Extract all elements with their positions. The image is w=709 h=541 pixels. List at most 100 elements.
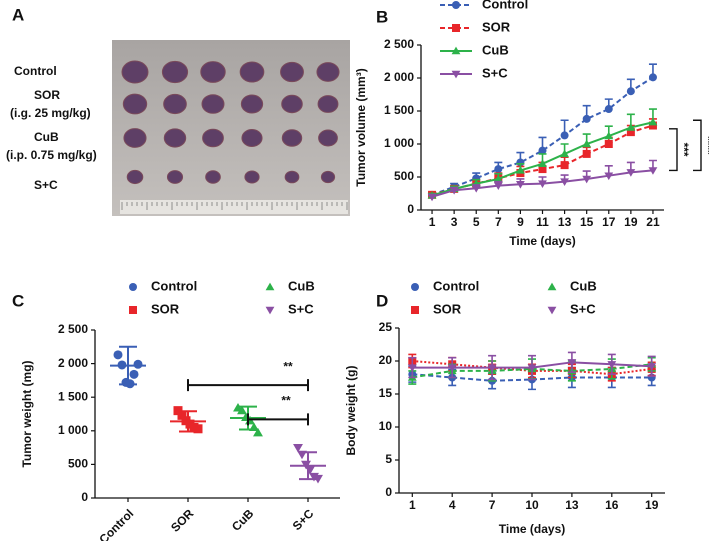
marker xyxy=(527,364,537,372)
marker xyxy=(493,182,503,190)
panel-label: B xyxy=(376,7,388,26)
marker xyxy=(407,364,417,372)
marker xyxy=(626,128,635,137)
marker xyxy=(626,169,636,177)
y-axis-label: Body weight (g) xyxy=(344,366,358,456)
marker xyxy=(604,105,613,114)
x-tick-label: S+C xyxy=(290,506,317,533)
panel-label: C xyxy=(12,291,24,310)
y-tick-label: 0 xyxy=(81,490,88,504)
x-tick-label: 1 xyxy=(409,498,416,512)
marker xyxy=(129,369,139,379)
marker xyxy=(604,172,614,181)
y-tick-label: 20 xyxy=(379,353,393,367)
tumor xyxy=(280,61,304,83)
marker xyxy=(607,361,617,369)
marker xyxy=(604,140,613,148)
tumor xyxy=(205,170,221,184)
marker xyxy=(516,181,525,189)
marker xyxy=(237,405,247,415)
x-tick-label: 13 xyxy=(558,215,572,229)
x-axis-label: Time (days) xyxy=(499,522,565,536)
marker xyxy=(648,117,658,126)
tumor xyxy=(316,62,340,82)
legend-label: Control xyxy=(151,278,197,293)
marker xyxy=(193,424,203,434)
sd-whisker xyxy=(179,410,197,433)
marker xyxy=(129,283,137,291)
marker xyxy=(560,178,569,187)
significance-bracket xyxy=(693,119,702,172)
marker xyxy=(265,306,275,315)
significance-bracket xyxy=(669,128,678,172)
marker xyxy=(538,165,547,174)
marker xyxy=(547,282,557,291)
significance-label: *** xyxy=(677,143,691,157)
marker xyxy=(452,24,460,32)
x-tick-label: 7 xyxy=(495,215,502,229)
marker xyxy=(647,363,657,371)
tumor xyxy=(122,93,148,115)
y-axis-label: Tumor volume (mm³) xyxy=(354,68,368,186)
x-tick-label: 5 xyxy=(473,215,480,229)
legend-label: SOR xyxy=(433,301,462,316)
legend-label: SOR xyxy=(482,19,511,34)
y-tick-label: 2 000 xyxy=(58,356,88,370)
y-tick-label: 0 xyxy=(385,485,392,499)
tumor xyxy=(123,128,147,148)
marker xyxy=(173,406,183,416)
marker xyxy=(626,123,636,131)
marker xyxy=(538,159,547,167)
tumor xyxy=(281,94,303,114)
legend-label: CuB xyxy=(570,278,597,293)
legend-label: S+C xyxy=(570,301,596,316)
marker xyxy=(582,139,592,148)
marker xyxy=(493,174,503,183)
y-tick-label: 1 500 xyxy=(384,103,414,117)
marker xyxy=(582,149,591,158)
dose-label: (i.g. 25 mg/kg) xyxy=(10,106,91,120)
y-tick-label: 0 xyxy=(407,202,414,216)
y-tick-label: 25 xyxy=(379,320,393,334)
marker xyxy=(547,306,557,315)
y-tick-label: 1 500 xyxy=(58,389,88,403)
x-tick-label: 9 xyxy=(517,215,524,229)
group-label: Control xyxy=(14,64,57,78)
tumor xyxy=(241,128,263,148)
marker xyxy=(494,165,503,174)
legend-label: Control xyxy=(433,278,479,293)
sd-whisker xyxy=(119,345,137,386)
marker xyxy=(471,185,481,193)
y-tick-label: 5 xyxy=(385,452,392,466)
marker xyxy=(582,114,591,123)
x-tick-label: 21 xyxy=(646,215,660,229)
y-tick-label: 2 500 xyxy=(384,37,414,51)
legend-label: CuB xyxy=(288,278,315,293)
x-tick-label: 17 xyxy=(602,215,616,229)
x-tick-label: 19 xyxy=(624,215,638,229)
marker xyxy=(538,146,547,155)
marker xyxy=(560,131,569,140)
tumor xyxy=(318,129,338,147)
significance-label: ** xyxy=(281,394,291,408)
tumor xyxy=(163,93,187,115)
tumor xyxy=(202,128,224,148)
x-tick-label: 19 xyxy=(645,498,659,512)
x-tick-label: 7 xyxy=(489,498,496,512)
marker xyxy=(129,306,137,314)
marker xyxy=(648,121,657,130)
x-tick-label: 15 xyxy=(580,215,594,229)
tumor xyxy=(200,61,226,83)
marker xyxy=(560,149,569,158)
group-label: SOR xyxy=(34,88,60,102)
tumor xyxy=(317,95,339,113)
tumor-photo xyxy=(112,40,350,216)
x-tick-label: SOR xyxy=(168,506,197,535)
tumor xyxy=(126,169,144,185)
legend-label: CuB xyxy=(482,42,509,57)
marker xyxy=(538,180,547,188)
tumor xyxy=(239,61,265,83)
y-tick-label: 1 000 xyxy=(58,423,88,437)
marker xyxy=(582,175,592,184)
